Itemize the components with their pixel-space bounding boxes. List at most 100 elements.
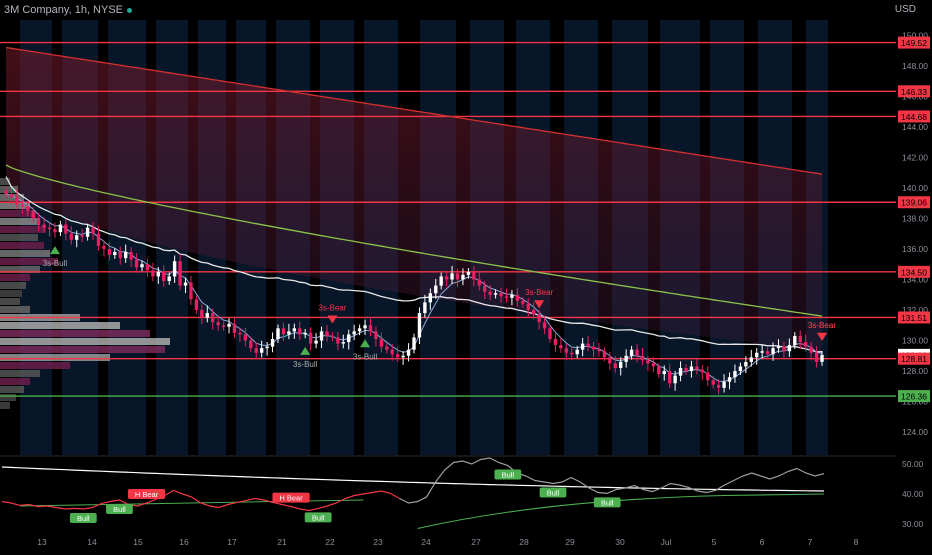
candle-body (232, 323, 237, 333)
y-tick-label: 136.00 (902, 244, 928, 254)
x-tick-label: 21 (277, 537, 287, 547)
candle-body (559, 345, 563, 349)
y-tick-label: 124.00 (902, 427, 928, 437)
volume-bar (0, 298, 20, 305)
price-tag (898, 265, 930, 278)
candle-body (69, 233, 73, 240)
candle-body (156, 271, 161, 277)
candle-body (553, 339, 558, 346)
candle-body (417, 313, 422, 338)
ema-green-line (5, 164, 823, 317)
candle-body (760, 351, 764, 353)
candle-body (782, 346, 786, 352)
candle-body (330, 335, 335, 338)
candle-body (771, 348, 775, 355)
candle-body (439, 276, 443, 286)
candle-body (493, 293, 498, 295)
candle-body (172, 261, 177, 277)
candle-body (798, 335, 802, 343)
bear-signal-label: 3s-Bear (318, 303, 346, 312)
candle-body (227, 323, 231, 327)
x-tick-label: 8 (854, 537, 859, 547)
candle-body (564, 348, 569, 353)
candle-body (368, 325, 373, 332)
candle-body (31, 210, 35, 219)
candle-body (216, 322, 220, 326)
candle-body (428, 293, 433, 303)
price-axis: 124.00126.00128.00130.00132.00134.00136.… (898, 30, 930, 437)
volume-bar (0, 266, 40, 273)
candle-body (755, 352, 759, 358)
x-tick-label: 17 (227, 537, 237, 547)
candle-body (461, 274, 465, 280)
bear-arrow-icon (534, 300, 545, 309)
candle-body (140, 264, 144, 268)
candle-body (749, 357, 753, 362)
volume-bar (0, 386, 24, 393)
volume-bar (0, 218, 40, 225)
candle-body (118, 252, 122, 259)
candle-body (113, 252, 117, 256)
price-tag-label: 146.33 (901, 87, 927, 97)
candle-body (4, 190, 8, 194)
bear-signal-label: 3s-Bear (525, 288, 553, 297)
candle-body (619, 361, 623, 368)
candle-body (455, 273, 460, 280)
bear-arrow-icon (817, 332, 827, 341)
rsi-tick-label: 30.00 (902, 519, 924, 529)
candle-body (352, 331, 356, 335)
candle-body (499, 293, 503, 297)
candle-body (667, 371, 672, 384)
volume-bar (0, 242, 44, 249)
candle-body (662, 371, 666, 375)
candle-body (531, 310, 536, 315)
x-tick-label: 24 (421, 537, 431, 547)
candle-body (308, 332, 313, 344)
x-tick-label: 27 (471, 537, 481, 547)
candle-body (624, 355, 628, 362)
y-tick-label: 142.00 (902, 152, 928, 162)
candle-body (287, 331, 291, 335)
volume-bar (0, 402, 10, 409)
candle-body (542, 322, 547, 329)
live-dot-icon (127, 7, 133, 13)
candle-body (303, 332, 307, 335)
candle-body (591, 346, 596, 350)
candle-body (744, 361, 748, 367)
volume-bar (0, 346, 165, 353)
candle-body (695, 366, 699, 370)
x-tick-label: 16 (179, 537, 189, 547)
symbol-title[interactable]: 3M Company, 1h, NYSE (4, 4, 124, 16)
candle-body (292, 328, 297, 332)
candle-body (254, 348, 258, 353)
price-tag (898, 196, 930, 209)
bull-badge (69, 513, 97, 523)
bull-signal-label: 3s-Bull (293, 360, 318, 369)
candle-body (727, 377, 732, 382)
candle-body (379, 339, 384, 347)
candle-body (15, 197, 19, 205)
price-tag (898, 36, 930, 49)
rsi-line-bear (1, 489, 400, 512)
volume-bar (0, 210, 36, 217)
price-tag (898, 85, 930, 98)
volume-bar (0, 234, 38, 241)
volume-bar (0, 306, 30, 313)
candle-body (325, 331, 329, 336)
candle-body (537, 314, 541, 323)
y-tick-label: 148.00 (902, 61, 928, 71)
volume-bar (0, 178, 10, 185)
candle-body (793, 335, 797, 346)
price-tag-label: 144.68 (901, 112, 927, 122)
candle-body (9, 194, 14, 198)
volume-bar (0, 330, 150, 337)
candle-body (521, 300, 525, 304)
bull-badge (593, 497, 621, 508)
price-tag-label: 128.81 (901, 354, 927, 364)
candle-body (26, 206, 30, 211)
bull-badge (106, 504, 133, 514)
candle-body (548, 328, 552, 339)
bull-arrow-icon (300, 346, 311, 355)
